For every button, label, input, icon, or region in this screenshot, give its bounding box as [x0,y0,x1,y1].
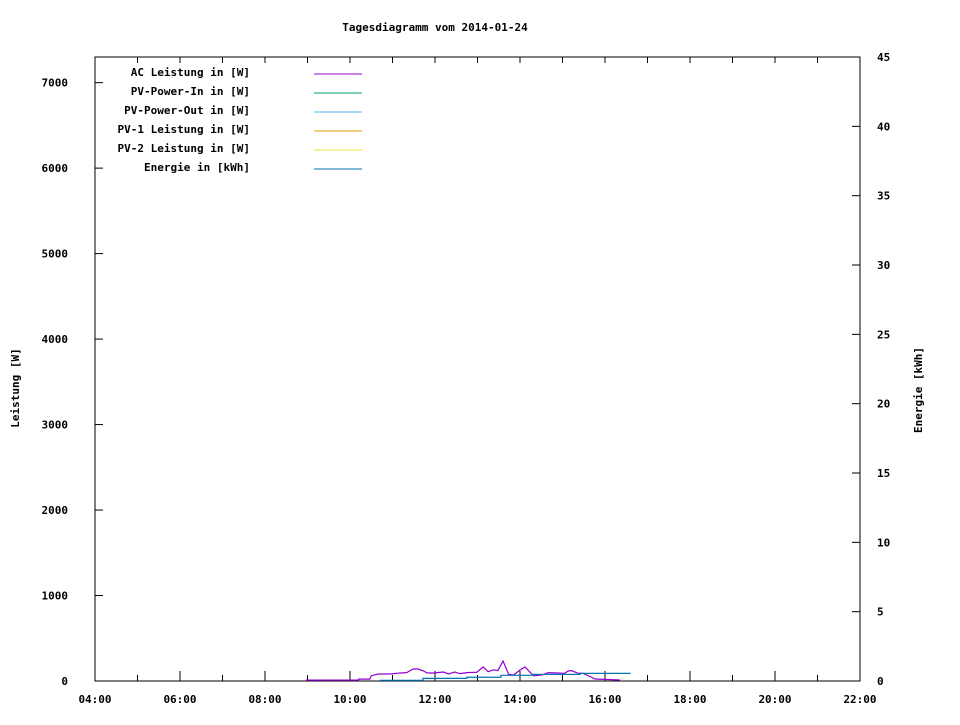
y2-tick-label: 20 [877,398,890,411]
x-tick-label: 08:00 [248,693,281,706]
legend-label: PV-Power-Out in [W] [124,104,250,117]
y2-tick-label: 5 [877,606,884,619]
y2-tick-label: 25 [877,328,890,341]
x-tick-label: 10:00 [333,693,366,706]
y2-tick-label: 45 [877,51,890,64]
legend-label: PV-2 Leistung in [W] [118,142,250,155]
legend-label: AC Leistung in [W] [131,66,250,79]
legend-label: Energie in [kWh] [144,161,250,174]
series-line [379,672,631,681]
x-tick-label: 18:00 [673,693,706,706]
y2-tick-label: 0 [877,675,884,688]
legend-label: PV-1 Leistung in [W] [118,123,250,136]
x-tick-label: 20:00 [758,693,791,706]
y2-axis-label: Energie [kWh] [912,347,925,433]
y-tick-label: 4000 [42,333,69,346]
y-tick-label: 6000 [42,162,69,175]
y2-tick-label: 35 [877,190,890,203]
x-tick-label: 06:00 [163,693,196,706]
y-tick-label: 5000 [42,248,69,261]
x-tick-label: 12:00 [418,693,451,706]
y-tick-label: 1000 [42,590,69,603]
x-tick-label: 22:00 [843,693,876,706]
legend: AC Leistung in [W] PV-Power-In in [W] PV-P… [118,66,362,174]
x-tick-label: 14:00 [503,693,536,706]
y2-tick-label: 40 [877,120,890,133]
y-tick-label: 3000 [42,419,69,432]
x-tick-label: 04:00 [78,693,111,706]
y-axis-label: Leistung [W] [9,348,22,427]
y2-tick-label: 15 [877,467,890,480]
y-tick-label: 7000 [42,77,69,90]
y2-tick-label: 10 [877,536,890,549]
series-line [306,659,620,681]
y-tick-label: 2000 [42,504,69,517]
legend-label: PV-Power-In in [W] [131,85,250,98]
chart-title: Tagesdiagramm vom 2014-01-24 [342,21,528,34]
x-tick-label: 16:00 [588,693,621,706]
y2-tick-label: 30 [877,259,890,272]
y-tick-label: 0 [61,675,68,688]
